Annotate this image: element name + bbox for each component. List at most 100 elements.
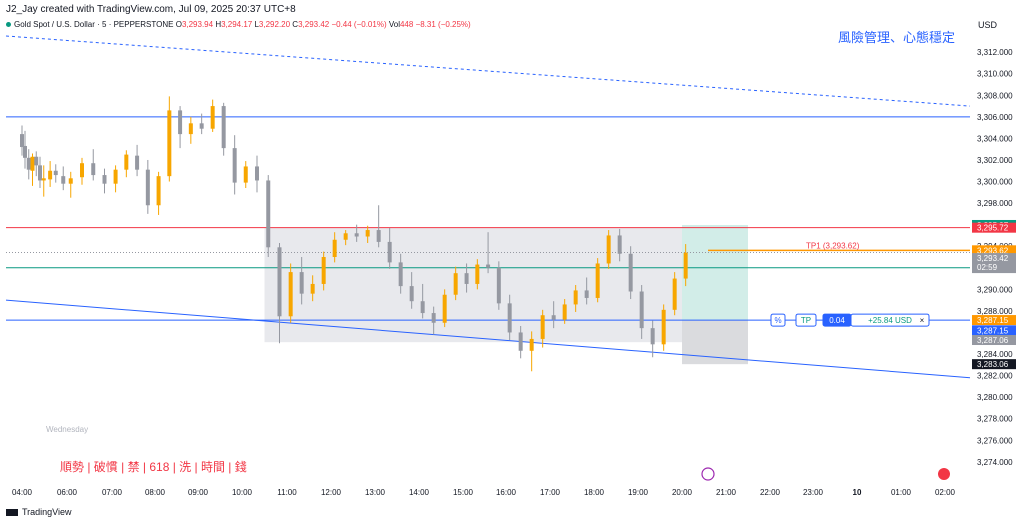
x-axis-tick-label: 11:00 — [277, 488, 297, 497]
candle-body[interactable] — [232, 148, 237, 183]
candle-body[interactable] — [48, 170, 53, 180]
candle-body[interactable] — [299, 272, 304, 294]
candle-body[interactable] — [156, 176, 161, 206]
candle-body[interactable] — [540, 315, 545, 339]
candle-body[interactable] — [266, 180, 271, 248]
tradingview-brand[interactable]: TradingView — [6, 507, 72, 517]
y-axis-tick-label: 3,312.000 — [977, 48, 1013, 57]
candle-body[interactable] — [650, 328, 655, 345]
candle-body[interactable] — [167, 110, 172, 177]
candle-body[interactable] — [41, 178, 46, 181]
candle-body[interactable] — [34, 156, 39, 166]
candle-body[interactable] — [365, 230, 370, 237]
chart-created-caption: J2_Jay created with TradingView.com, Jul… — [6, 4, 296, 15]
candle-body[interactable] — [529, 338, 534, 351]
candle-body[interactable] — [68, 178, 73, 184]
risk-management-note[interactable]: 風險管理、心態穩定 — [838, 30, 956, 45]
candle-body[interactable] — [288, 272, 293, 317]
candle-body[interactable] — [255, 166, 259, 181]
position-profit-zone[interactable] — [682, 224, 748, 321]
support-trend-line[interactable] — [5, 299, 971, 379]
x-axis-tick-label: 14:00 — [409, 488, 430, 497]
candle-body[interactable] — [606, 235, 611, 264]
position-close-icon[interactable]: × — [920, 316, 925, 325]
candle-body[interactable] — [562, 304, 567, 320]
candle-body[interactable] — [23, 145, 27, 158]
candle-body[interactable] — [683, 252, 688, 279]
candle-body[interactable] — [310, 283, 315, 294]
candle-body[interactable] — [53, 170, 58, 176]
x-axis-tick-label: 20:00 — [672, 488, 693, 497]
candle-body[interactable] — [124, 154, 129, 170]
candle-body[interactable] — [354, 233, 359, 237]
flash-event-icon[interactable] — [701, 467, 715, 481]
candle-body[interactable] — [507, 303, 512, 333]
position-tp-toggle-box[interactable] — [795, 313, 817, 327]
candle-body[interactable] — [551, 315, 556, 320]
candle-body[interactable] — [26, 157, 31, 170]
volume-change: −8.31 (−0.25%) — [415, 20, 471, 29]
us-flag-event-icon[interactable] — [938, 468, 950, 480]
position-pnl-box[interactable] — [850, 313, 930, 327]
candle-body[interactable] — [321, 257, 326, 284]
candle-body[interactable] — [343, 233, 348, 240]
candle-body[interactable] — [518, 332, 523, 351]
candle-body[interactable] — [496, 267, 501, 304]
candle-body[interactable] — [639, 291, 644, 329]
price-badge[interactable] — [972, 245, 1016, 256]
currency-label[interactable]: USD — [978, 20, 998, 30]
candle-body[interactable] — [409, 286, 414, 302]
candle-body[interactable] — [398, 262, 403, 287]
dashed-trend-line[interactable] — [5, 35, 971, 107]
candle-body[interactable] — [102, 175, 107, 184]
candle-body[interactable] — [20, 134, 24, 148]
candle-body[interactable] — [210, 106, 215, 129]
price-badge[interactable] — [972, 335, 1016, 346]
candle-body[interactable] — [221, 106, 226, 149]
price-badge[interactable] — [972, 315, 1016, 326]
position-percent-toggle-box[interactable] — [770, 313, 786, 327]
price-badge[interactable] — [972, 222, 1016, 233]
open-label: O — [175, 20, 182, 29]
price-badge[interactable] — [972, 359, 1016, 370]
price-badge[interactable] — [972, 325, 1016, 336]
candle-body[interactable] — [584, 290, 589, 298]
candle-body[interactable] — [442, 294, 447, 323]
y-axis-tick-label: 3,290.000 — [977, 285, 1013, 294]
candle-body[interactable] — [595, 263, 600, 298]
candle-body[interactable] — [188, 123, 193, 135]
candle-body[interactable] — [486, 264, 491, 268]
price-badge-label: 3,283.06 — [977, 360, 1009, 369]
candle-body[interactable] — [277, 247, 282, 317]
candle-body[interactable] — [420, 301, 425, 314]
candle-body[interactable] — [332, 239, 337, 257]
candle-body[interactable] — [387, 241, 392, 263]
candle-body[interactable] — [243, 166, 248, 183]
candle-body[interactable] — [628, 253, 633, 292]
candle-body[interactable] — [464, 273, 469, 284]
candle-body[interactable] — [113, 169, 118, 184]
candle-body[interactable] — [135, 155, 140, 170]
candle-body[interactable] — [145, 169, 150, 206]
candle-body[interactable] — [573, 290, 578, 305]
candle-body[interactable] — [80, 163, 84, 178]
candle-body[interactable] — [453, 273, 458, 295]
candle-body[interactable] — [617, 235, 622, 254]
candle-body[interactable] — [61, 176, 66, 184]
candle-body[interactable] — [431, 313, 436, 323]
candle-body[interactable] — [661, 309, 666, 345]
bar-countdown-label: 02:59 — [977, 263, 998, 272]
candle-body[interactable] — [672, 278, 677, 310]
candle-body[interactable] — [475, 264, 480, 284]
candle-body[interactable] — [91, 163, 96, 176]
trading-rules-slogan[interactable]: 順勢 | 破慣 | 禁 | 618 | 洗 | 時間 | 錢 — [60, 460, 247, 474]
candle-body[interactable] — [199, 123, 204, 129]
candle-body[interactable] — [30, 156, 35, 171]
symbol-name[interactable]: Gold Spot / U.S. Dollar · 5 · PEPPERSTON… — [14, 20, 174, 29]
candle-body[interactable] — [178, 110, 183, 135]
x-axis-tick-label: 10 — [853, 488, 862, 497]
candle-body[interactable] — [38, 165, 42, 181]
price-badge[interactable] — [972, 253, 1016, 274]
candle-body[interactable] — [376, 230, 381, 242]
